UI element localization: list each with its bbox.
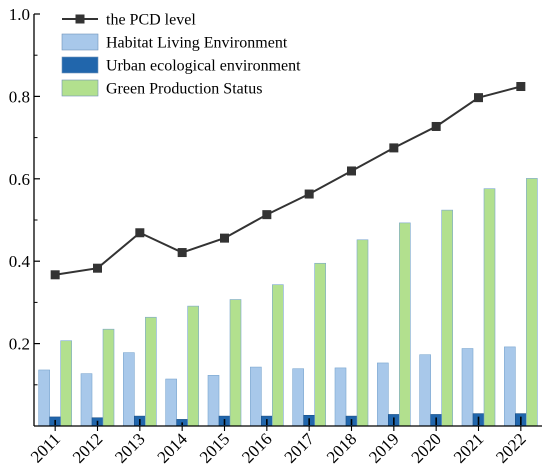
x-ticks: 2011 2012 2013 2014 2015 2016 2017 2018 2019 2020…	[27, 426, 530, 467]
bar-habitat-living-environment-2019	[377, 362, 389, 427]
pcd-marker-2018	[347, 166, 356, 176]
x-tick-label-2017: 2017	[281, 429, 319, 467]
pcd-marker-2012	[93, 263, 102, 273]
bar-habitat-living-environment-2020	[419, 354, 431, 427]
x-tick-label-2014: 2014	[154, 429, 192, 467]
legend: the PCD level Habitat Living Environment U…	[61, 12, 301, 98]
bar-green-production-status-2020	[441, 209, 453, 427]
x-tick-label-2020: 2020	[408, 429, 445, 466]
bar-habitat-living-environment-2014	[165, 378, 177, 427]
pcd-marker-2014	[177, 248, 187, 258]
bar-habitat-living-environment-2011	[38, 369, 50, 427]
bar-habitat-living-environment-2012	[80, 373, 93, 427]
legend-swatch-habitat-living-environment	[61, 33, 99, 51]
bar-green-production-status-2018	[356, 239, 369, 427]
pcd-marker-2020	[431, 121, 441, 131]
legend-label-urban-ecological-environment: Urban ecological environment	[106, 58, 301, 75]
legend-label-habitat-living-environment: Habitat Living Environment	[106, 35, 288, 52]
y-tick-label-1.0: 1.0	[9, 5, 30, 24]
x-tick-label-2012: 2012	[69, 429, 106, 466]
bar-habitat-living-environment-2016	[250, 366, 262, 427]
bar-habitat-living-environment-2017	[292, 368, 304, 427]
pcd-marker-2017	[304, 189, 314, 199]
bar-green-production-status-2016	[272, 284, 284, 427]
pcd-marker-2011	[50, 270, 60, 280]
pcd-line-layer	[50, 82, 526, 280]
legend-swatch-green-production-status	[61, 79, 99, 97]
y-ticks: 0.2 0.4 0.6 0.8 1.0	[9, 5, 40, 386]
x-tick-label-2018: 2018	[323, 429, 360, 466]
pcd-marker-2021	[474, 93, 483, 103]
bar-green-production-status-2019	[399, 222, 411, 427]
pcd-level-line	[55, 85, 522, 276]
legend-swatch-urban-ecological-environment	[61, 56, 99, 74]
pcd-marker-2019	[389, 143, 399, 153]
bar-green-production-status-2022	[526, 178, 538, 427]
x-tick-label-2015: 2015	[196, 429, 233, 466]
bar-habitat-living-environment-2015	[207, 375, 220, 427]
bar-green-production-status-2013	[145, 316, 157, 427]
y-tick-label-0.4: 0.4	[9, 252, 31, 271]
bar-green-production-status-2014	[187, 305, 199, 427]
x-tick-label-2019: 2019	[365, 429, 402, 466]
bar-green-production-status-2012	[102, 328, 115, 427]
y-tick-label-0.6: 0.6	[9, 170, 30, 189]
y-tick-label-0.8: 0.8	[9, 87, 30, 106]
bar-green-production-status-2015	[229, 299, 242, 427]
bar-green-production-status-2011	[60, 340, 72, 427]
pcd-marker-2016	[262, 210, 272, 220]
x-tick-label-2021: 2021	[450, 429, 487, 466]
pcd-marker-2013	[135, 228, 145, 238]
pcd-marker-2022	[516, 82, 526, 92]
bar-habitat-living-environment-2021	[461, 348, 474, 427]
bar-habitat-living-environment-2013	[123, 352, 135, 427]
bar-habitat-living-environment-2022	[504, 346, 516, 427]
x-tick-label-2022: 2022	[492, 429, 529, 466]
y-tick-label-0.2: 0.2	[9, 335, 30, 354]
bar-habitat-living-environment-2018	[334, 367, 347, 427]
legend-marker-the-pcd-level	[75, 14, 85, 24]
bar-green-production-status-2017	[314, 262, 326, 427]
pcd-marker-2015	[220, 233, 229, 243]
bars-layer	[38, 178, 538, 427]
legend-label-green-production-status: Green Production Status	[106, 81, 262, 98]
bar-green-production-status-2021	[483, 188, 496, 427]
legend-label-the-pcd-level: the PCD level	[106, 12, 196, 29]
x-tick-label-2011: 2011	[27, 429, 64, 466]
x-tick-label-2013: 2013	[111, 429, 148, 466]
x-tick-label-2016: 2016	[238, 429, 275, 466]
